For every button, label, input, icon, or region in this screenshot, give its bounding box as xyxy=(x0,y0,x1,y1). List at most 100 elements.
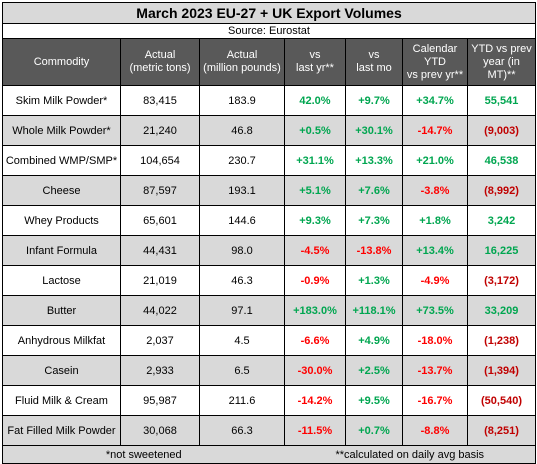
cell-actual-tons: 87,597 xyxy=(120,175,200,206)
cell-actual-tons: 21,019 xyxy=(120,265,200,296)
cell-ytd-vs-prev: (3,172) xyxy=(466,265,537,296)
cell-vs-last-mo: -13.8% xyxy=(345,235,403,266)
cell-actual-pounds: 46.8 xyxy=(199,115,285,146)
cell-vs-last-mo: +7.3% xyxy=(345,205,403,236)
cell-actual-pounds: 6.5 xyxy=(199,355,285,386)
cell-commodity: Anhydrous Milkfat xyxy=(2,325,121,356)
cell-ytd-vs-prev: 3,242 xyxy=(466,205,537,236)
cell-ytd-vs-prev: (1,238) xyxy=(466,325,537,356)
cell-actual-tons: 65,601 xyxy=(120,205,200,236)
table-row: Whole Milk Powder* 21,240 46.8 +0.5% +30.1% -… xyxy=(2,115,537,146)
cell-vs-last-yr: +0.5% xyxy=(284,115,346,146)
header-commodity: Commodity xyxy=(2,38,121,86)
cell-calendar-ytd: +21.0% xyxy=(402,145,468,176)
table-row: Fluid Milk & Cream 95,987 211.6 -14.2% +9.5%… xyxy=(2,385,537,416)
cell-ytd-vs-prev: (50,540) xyxy=(466,385,537,416)
cell-vs-last-mo: +4.9% xyxy=(345,325,403,356)
footer-row: *not sweetened **calculated on daily avg… xyxy=(2,445,537,464)
cell-ytd-vs-prev: 33,209 xyxy=(466,295,537,326)
cell-vs-last-mo: +30.1% xyxy=(345,115,403,146)
cell-commodity: Infant Formula xyxy=(2,235,121,266)
table-row: Casein 2,933 6.5 -30.0% +2.5% -13.7% (1,394) xyxy=(2,355,537,386)
cell-commodity: Cheese xyxy=(2,175,121,206)
cell-calendar-ytd: -3.8% xyxy=(402,175,468,206)
cell-vs-last-mo: +13.3% xyxy=(345,145,403,176)
cell-ytd-vs-prev: 46,538 xyxy=(466,145,537,176)
cell-commodity: Lactose xyxy=(2,265,121,296)
cell-calendar-ytd: +34.7% xyxy=(402,85,468,116)
cell-actual-tons: 30,068 xyxy=(120,415,200,446)
cell-vs-last-yr: -11.5% xyxy=(284,415,346,446)
table-row: Combined WMP/SMP* 104,654 230.7 +31.1% +13.3… xyxy=(2,145,537,176)
cell-actual-tons: 44,022 xyxy=(120,295,200,326)
cell-vs-last-yr: -4.5% xyxy=(284,235,346,266)
cell-actual-pounds: 66.3 xyxy=(199,415,285,446)
cell-actual-pounds: 46.3 xyxy=(199,265,285,296)
cell-actual-pounds: 144.6 xyxy=(199,205,285,236)
data-body: Skim Milk Powder* 83,415 183.9 42.0% +9.7% +3… xyxy=(2,85,537,446)
cell-actual-tons: 2,037 xyxy=(120,325,200,356)
table-row: Fat Filled Milk Powder 30,068 66.3 -11.5% +0… xyxy=(2,415,537,446)
table-row: Whey Products 65,601 144.6 +9.3% +7.3% +1.8% 3… xyxy=(2,205,537,236)
cell-vs-last-mo: +2.5% xyxy=(345,355,403,386)
cell-vs-last-mo: +0.7% xyxy=(345,415,403,446)
cell-actual-pounds: 98.0 xyxy=(199,235,285,266)
cell-ytd-vs-prev: (1,394) xyxy=(466,355,537,386)
cell-vs-last-yr: -6.6% xyxy=(284,325,346,356)
cell-vs-last-mo: +9.5% xyxy=(345,385,403,416)
cell-vs-last-yr: +31.1% xyxy=(284,145,346,176)
header-calendar-ytd: Calendar YTD vs prev yr** xyxy=(402,38,468,86)
footnote-daily-avg: **calculated on daily avg basis xyxy=(284,445,537,464)
footnote-not-sweetened: *not sweetened xyxy=(2,445,285,464)
header-actual-tons: Actual (metric tons) xyxy=(120,38,200,86)
cell-commodity: Fluid Milk & Cream xyxy=(2,385,121,416)
cell-actual-pounds: 211.6 xyxy=(199,385,285,416)
cell-actual-pounds: 97.1 xyxy=(199,295,285,326)
cell-commodity: Casein xyxy=(2,355,121,386)
table-row: Anhydrous Milkfat 2,037 4.5 -6.6% +4.9% -18.0… xyxy=(2,325,537,356)
table-row: Cheese 87,597 193.1 +5.1% +7.6% -3.8% (8,992) xyxy=(2,175,537,206)
cell-calendar-ytd: -18.0% xyxy=(402,325,468,356)
cell-vs-last-mo: +118.1% xyxy=(345,295,403,326)
cell-ytd-vs-prev: 55,541 xyxy=(466,85,537,116)
table-row: Lactose 21,019 46.3 -0.9% +1.3% -4.9% (3,172) xyxy=(2,265,537,296)
title-row: March 2023 EU-27 + UK Export Volumes xyxy=(1,2,537,24)
cell-vs-last-mo: +1.3% xyxy=(345,265,403,296)
cell-commodity: Butter xyxy=(2,295,121,326)
cell-commodity: Skim Milk Powder* xyxy=(2,85,121,116)
cell-vs-last-yr: -0.9% xyxy=(284,265,346,296)
cell-actual-tons: 44,431 xyxy=(120,235,200,266)
cell-calendar-ytd: -13.7% xyxy=(402,355,468,386)
cell-calendar-ytd: +1.8% xyxy=(402,205,468,236)
header-ytd-vs-prev: YTD vs prev year (in MT)** xyxy=(466,38,537,86)
cell-actual-tons: 83,415 xyxy=(120,85,200,116)
cell-actual-tons: 2,933 xyxy=(120,355,200,386)
cell-vs-last-mo: +7.6% xyxy=(345,175,403,206)
header-row: Commodity Actual (metric tons) Actual (mil… xyxy=(2,38,537,86)
cell-vs-last-yr: 42.0% xyxy=(284,85,346,116)
cell-calendar-ytd: -16.7% xyxy=(402,385,468,416)
header-vs-last-mo: vs last mo xyxy=(345,38,403,86)
header-actual-pounds: Actual (million pounds) xyxy=(199,38,285,86)
table-row: Skim Milk Powder* 83,415 183.9 42.0% +9.7% +3… xyxy=(2,85,537,116)
cell-actual-tons: 95,987 xyxy=(120,385,200,416)
cell-ytd-vs-prev: (8,992) xyxy=(466,175,537,206)
cell-ytd-vs-prev: (9,003) xyxy=(466,115,537,146)
cell-commodity: Combined WMP/SMP* xyxy=(2,145,121,176)
source-note: Source: Eurostat xyxy=(1,23,537,39)
cell-calendar-ytd: -14.7% xyxy=(402,115,468,146)
cell-vs-last-yr: +9.3% xyxy=(284,205,346,236)
cell-commodity: Whey Products xyxy=(2,205,121,236)
cell-ytd-vs-prev: (8,251) xyxy=(466,415,537,446)
cell-actual-pounds: 183.9 xyxy=(199,85,285,116)
cell-actual-tons: 104,654 xyxy=(120,145,200,176)
cell-vs-last-yr: -30.0% xyxy=(284,355,346,386)
cell-actual-pounds: 193.1 xyxy=(199,175,285,206)
source-row: Source: Eurostat xyxy=(1,23,537,39)
table-row: Infant Formula 44,431 98.0 -4.5% -13.8% +13.4… xyxy=(2,235,537,266)
cell-vs-last-mo: +9.7% xyxy=(345,85,403,116)
cell-calendar-ytd: -4.9% xyxy=(402,265,468,296)
cell-calendar-ytd: -8.8% xyxy=(402,415,468,446)
cell-commodity: Fat Filled Milk Powder xyxy=(2,415,121,446)
